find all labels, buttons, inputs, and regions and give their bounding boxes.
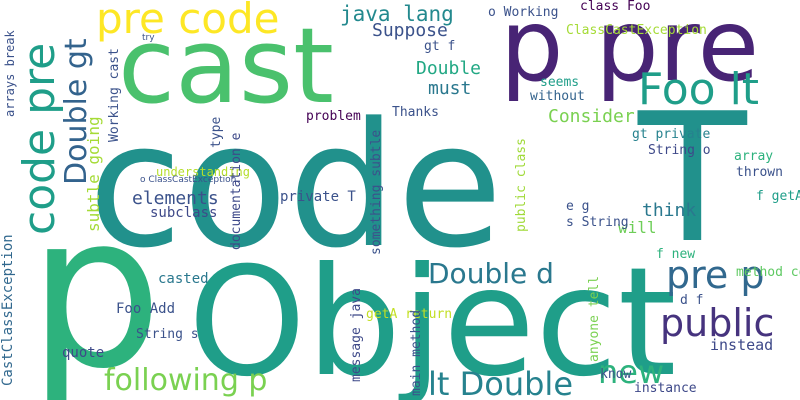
word-string-o: gt private: [632, 128, 710, 141]
word-working-cast: Working cast: [108, 48, 121, 142]
word-string-s: Foo Add: [116, 302, 175, 316]
word-o-classcastexception: try: [142, 34, 155, 43]
word-thanks: problem: [306, 110, 361, 123]
word-foo-add: casted: [158, 272, 209, 286]
word-classcastexception: class Foo: [580, 0, 650, 13]
word-method-contains: f new: [656, 248, 695, 261]
word-f-new: s String: [566, 216, 629, 229]
word-anyone-tell: anyone tell: [588, 276, 601, 362]
word-lt-double: lt Double: [428, 368, 573, 400]
word-double-d: Double d: [428, 260, 554, 288]
word-casted: private T: [280, 190, 356, 204]
word-thrown: array: [734, 150, 773, 163]
word-instead: d f: [680, 294, 703, 307]
word-understanding: subtle going: [86, 116, 102, 232]
word-public-class: public class: [515, 138, 528, 232]
word-consider: Consider: [548, 108, 635, 126]
word-s-string: e g: [566, 200, 589, 213]
word-know: instead: [710, 338, 773, 353]
word-o-working: Thanks: [392, 106, 439, 119]
word-message-java: message java: [350, 288, 363, 382]
word-f-geta: thrown: [736, 166, 783, 179]
word-pre-code: pre code: [96, 0, 279, 40]
word-without: seems: [540, 76, 579, 89]
word-array: String o: [648, 144, 711, 157]
word-castclassexception: CastClassException: [1, 234, 15, 386]
word-private-t: subclass: [150, 206, 217, 220]
word-gt-private: without: [530, 90, 585, 103]
word-problem: quote: [62, 346, 104, 360]
word-seems: gt f: [424, 40, 455, 53]
word-documentation-e: documentation e: [230, 133, 243, 250]
word-foo-lt: Foo lt: [638, 68, 759, 112]
word-instance: know: [600, 368, 631, 381]
word-quote: String s: [136, 328, 199, 341]
word-class-foo: o Working: [488, 6, 558, 19]
word-geta-return: instance: [634, 382, 697, 395]
word-type: type: [210, 117, 223, 148]
word-must: must: [428, 80, 471, 98]
word-following-p: following p: [104, 366, 267, 396]
word-main-method: main method: [410, 310, 423, 396]
word-gt-f: ClassCastException: [566, 24, 707, 37]
word-arrays-break: o ClassCastException: [140, 176, 236, 185]
word-suppose: Suppose: [372, 22, 448, 40]
word-double: Double: [416, 60, 481, 78]
word-something-subtle: something subtle: [370, 130, 383, 255]
word-e-g: f getA: [756, 190, 800, 203]
word-code-pre: code pre: [18, 43, 62, 235]
word-subtle-going: arrays break: [4, 30, 16, 117]
word-d-f: method contains: [736, 266, 800, 279]
